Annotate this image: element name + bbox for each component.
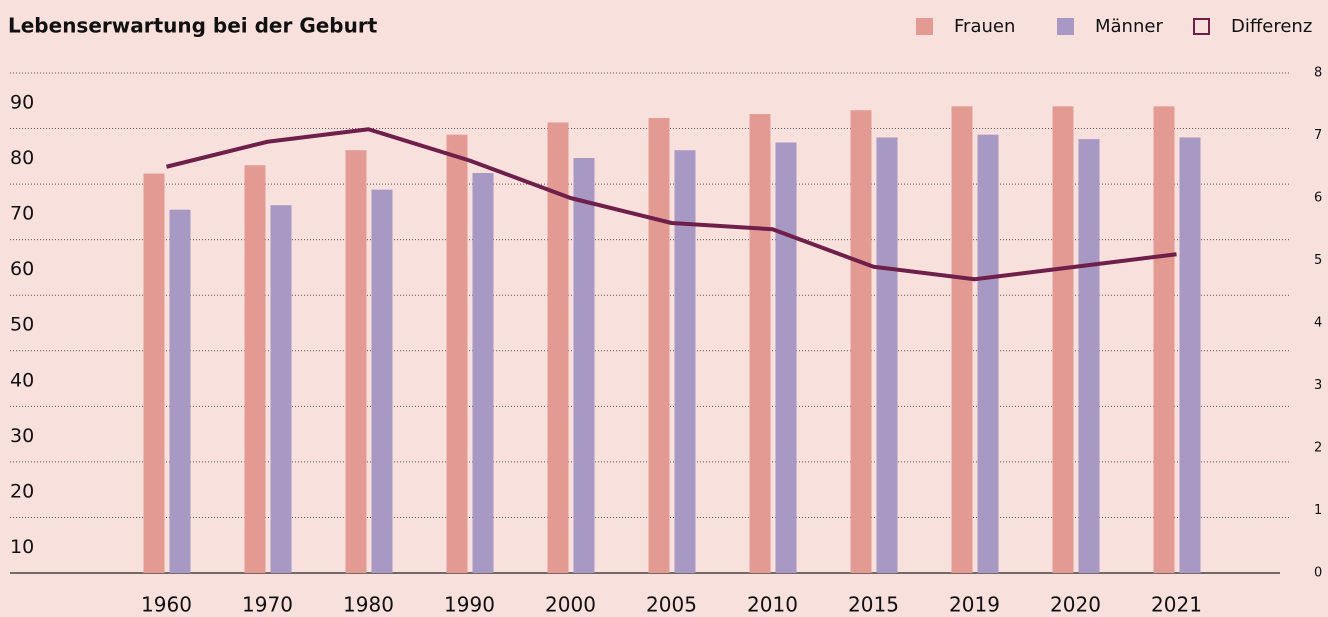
- x-tick-label: 1960: [141, 593, 192, 617]
- bar: [143, 173, 165, 574]
- bar: [270, 205, 292, 573]
- bar: [472, 173, 494, 573]
- bar: [648, 118, 670, 573]
- y2-tick-label: 6: [1314, 191, 1322, 206]
- y2-tick-label: 1: [1314, 503, 1322, 518]
- y2-tick-label: 4: [1314, 316, 1322, 331]
- bar: [244, 165, 266, 573]
- y-tick-label: 90: [10, 92, 34, 114]
- bar: [951, 106, 973, 573]
- y-tick-label: 30: [10, 425, 34, 447]
- bar: [446, 134, 468, 573]
- x-tick-label: 2000: [545, 593, 596, 617]
- x-tick-label: 1970: [242, 593, 293, 617]
- bar: [1078, 139, 1100, 573]
- x-tick-label: 1980: [343, 593, 394, 617]
- bar: [977, 134, 999, 573]
- bar: [850, 110, 872, 573]
- y-tick-label: 20: [10, 480, 34, 502]
- bar: [573, 158, 595, 573]
- bar: [371, 189, 393, 573]
- bar: [1179, 137, 1201, 573]
- y-tick-label: 80: [10, 147, 34, 169]
- y-tick-label: 60: [10, 258, 34, 280]
- legend-label: Differenz: [1231, 16, 1312, 37]
- bar: [345, 150, 367, 573]
- y2-tick-label: 2: [1314, 441, 1322, 456]
- x-tick-label: 2020: [1050, 593, 1101, 617]
- bar: [1153, 106, 1175, 573]
- y-tick-label: 10: [10, 536, 34, 558]
- y-tick-label: 50: [10, 314, 34, 336]
- bar: [547, 122, 569, 573]
- bar: [1052, 106, 1074, 573]
- y2-tick-label: 0: [1314, 566, 1322, 581]
- legend-swatch: [1057, 18, 1074, 35]
- y-tick-label: 70: [10, 203, 34, 225]
- bar: [674, 150, 696, 573]
- y2-tick-label: 3: [1314, 378, 1322, 393]
- x-tick-label: 2015: [848, 593, 899, 617]
- y2-tick-label: 7: [1314, 128, 1322, 143]
- x-tick-label: 2021: [1151, 593, 1202, 617]
- x-tick-label: 2005: [646, 593, 697, 617]
- x-tick-label: 2019: [949, 593, 1000, 617]
- legend-swatch: [916, 18, 933, 35]
- bar: [169, 209, 191, 573]
- x-tick-label: 1990: [444, 593, 495, 617]
- bar: [876, 137, 898, 573]
- y2-tick-label: 8: [1314, 66, 1322, 81]
- y-tick-label: 40: [10, 369, 34, 391]
- bar: [775, 142, 797, 573]
- y2-tick-label: 5: [1314, 253, 1322, 268]
- x-tick-label: 2010: [747, 593, 798, 617]
- legend-label: Männer: [1095, 16, 1163, 37]
- chart-title: Lebenserwartung bei der Geburt: [8, 14, 378, 38]
- line: [166, 127, 1177, 282]
- legend-swatch: [1193, 18, 1210, 35]
- bar: [749, 114, 771, 573]
- legend-label: Frauen: [954, 16, 1015, 37]
